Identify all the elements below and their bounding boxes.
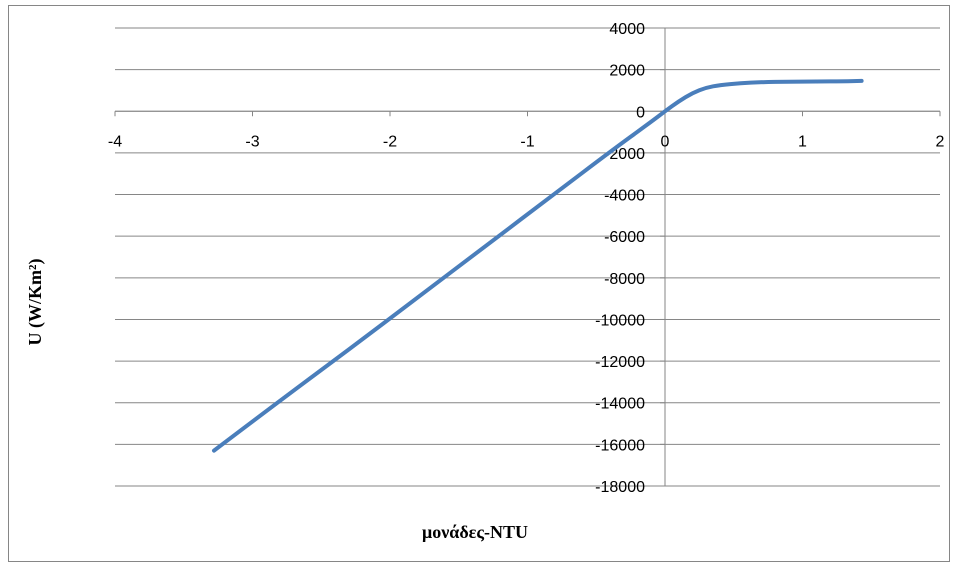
y-tick-label: -14000 <box>595 396 645 413</box>
y-axis-title: U (W/Km²) <box>25 259 46 346</box>
y-tick-label: -18000 <box>595 479 645 496</box>
x-tick-label: -1 <box>520 133 534 150</box>
chart-plot: 4000 2000 0 -2000 -4000 -6000 -8000 -10000 -1200… <box>25 21 945 542</box>
y-tick-label: -8000 <box>604 271 645 288</box>
x-tick-label: -4 <box>108 133 122 150</box>
y-tick-label: 4000 <box>609 21 645 38</box>
y-tick-label: -4000 <box>604 188 645 205</box>
series-line <box>212 78 864 453</box>
x-tick-label: 0 <box>661 133 670 150</box>
y-tick-label: -16000 <box>595 437 645 454</box>
x-axis-title: μονάδες-NTU <box>422 522 528 542</box>
x-tick-label: -3 <box>245 133 259 150</box>
series-lines <box>212 78 864 453</box>
gridlines <box>115 27 940 487</box>
y-tick-label: -2000 <box>604 146 645 163</box>
y-tick-label: -12000 <box>595 354 645 371</box>
axes <box>114 27 941 487</box>
y-tick-label: 2000 <box>609 63 645 80</box>
x-tick-labels: -4 -3 -2 -1 0 1 2 <box>108 133 945 150</box>
x-tick-label: 1 <box>798 133 807 150</box>
chart-frame: 4000 2000 0 -2000 -4000 -6000 -8000 -10000 -1200… <box>8 5 950 562</box>
x-tick-label: -2 <box>383 133 397 150</box>
x-tick-label: 2 <box>936 133 945 150</box>
y-tick-label: -10000 <box>595 312 645 329</box>
y-tick-labels: 4000 2000 0 -2000 -4000 -6000 -8000 -10000 -1200… <box>595 21 645 496</box>
y-tick-label: 0 <box>636 104 645 121</box>
y-tick-label: -6000 <box>604 229 645 246</box>
